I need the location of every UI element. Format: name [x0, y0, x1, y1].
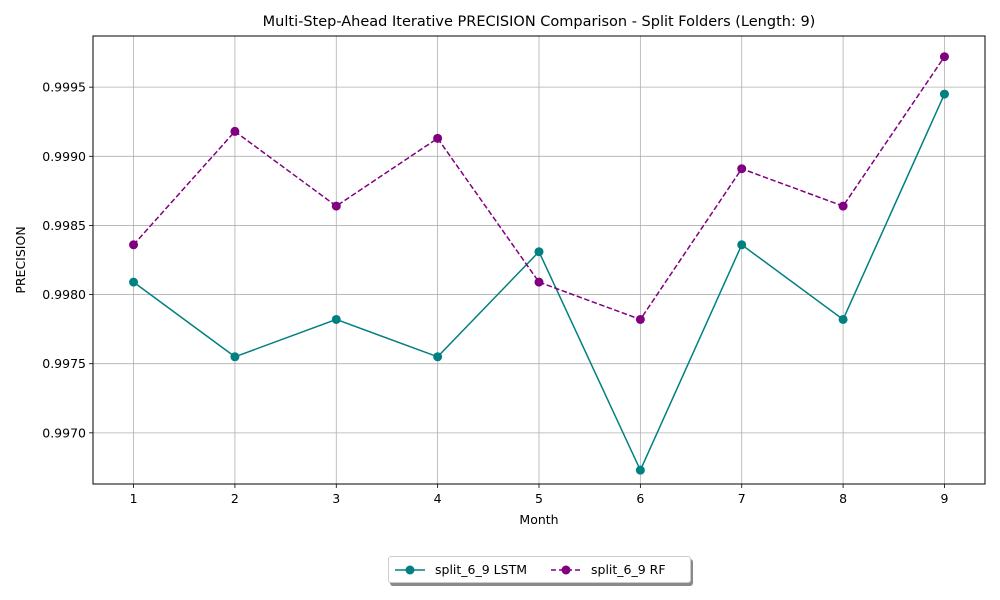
data-point-series-1: [331, 201, 341, 211]
x-tick-label: 6: [636, 491, 644, 506]
data-point-series-0: [433, 352, 443, 362]
data-point-series-0: [939, 89, 949, 99]
y-tick-label: 0.9975: [42, 356, 86, 371]
grid: [93, 36, 985, 484]
data-point-series-1: [939, 52, 949, 62]
data-point-series-0: [635, 465, 645, 475]
y-tick-label: 0.9985: [42, 218, 86, 233]
y-tick-label: 0.9970: [42, 425, 86, 440]
y-axis-label: PRECISION: [13, 226, 28, 293]
chart-title: Multi-Step-Ahead Iterative PRECISION Com…: [263, 14, 816, 30]
x-tick-label: 8: [839, 491, 847, 506]
data-point-series-1: [635, 314, 645, 324]
legend-label-lstm: split_6_9 LSTM: [435, 562, 527, 577]
x-axis-ticks: 1 2 3 4 5 6 7 8 9: [130, 484, 948, 506]
data-point-series-0: [230, 352, 240, 362]
data-point-series-0: [331, 314, 341, 324]
legend-entry-rf: split_6_9 RF: [549, 562, 666, 577]
series-group: [129, 52, 949, 475]
data-point-series-0: [838, 314, 848, 324]
legend-marker-rf: [551, 565, 581, 574]
data-point-series-1: [129, 240, 139, 250]
legend: split_6_9 LSTM split_6_9 RF: [388, 556, 691, 583]
x-tick-label: 4: [434, 491, 442, 506]
data-point-series-0: [129, 277, 139, 287]
y-tick-label: 0.9980: [42, 287, 86, 302]
x-tick-label: 2: [231, 491, 239, 506]
x-tick-label: 5: [535, 491, 543, 506]
x-tick-label: 9: [940, 491, 948, 506]
x-tick-label: 3: [332, 491, 340, 506]
data-point-series-1: [838, 201, 848, 211]
data-point-series-0: [737, 240, 747, 250]
data-point-series-1: [433, 133, 443, 143]
legend-marker-lstm: [395, 565, 425, 574]
data-point-series-1: [230, 126, 240, 136]
y-tick-label: 0.9995: [42, 80, 86, 95]
legend-label-rf: split_6_9 RF: [591, 562, 666, 577]
series-line-1: [132, 56, 946, 321]
x-tick-label: 7: [738, 491, 746, 506]
legend-entry-lstm: split_6_9 LSTM: [393, 562, 527, 577]
data-point-series-1: [534, 277, 544, 287]
y-axis-ticks: 0.9970 0.9975 0.9980 0.9985 0.9990 0.9995: [42, 80, 93, 440]
data-point-series-0: [534, 247, 544, 257]
y-tick-label: 0.9990: [42, 149, 86, 164]
x-axis-label: Month: [519, 512, 558, 527]
x-tick-label: 1: [130, 491, 138, 506]
data-point-series-1: [737, 164, 747, 174]
